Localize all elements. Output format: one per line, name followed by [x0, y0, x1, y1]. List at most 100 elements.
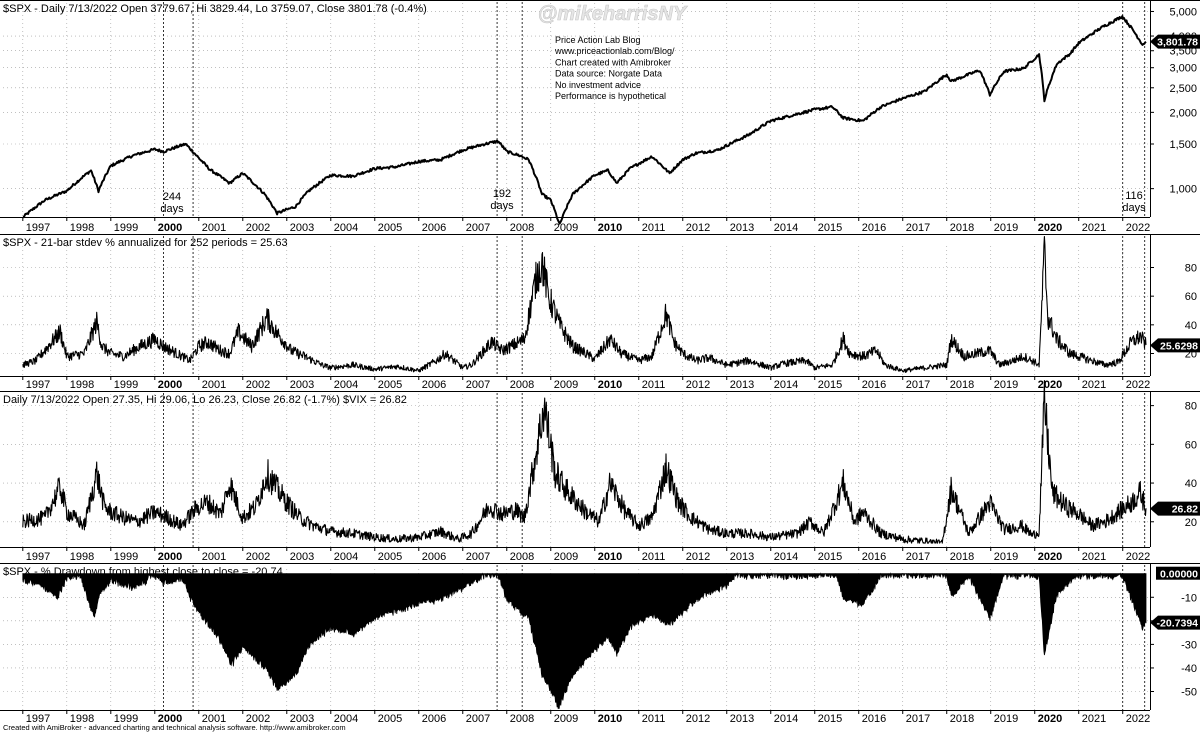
info-line: Performance is hypothetical	[555, 91, 666, 101]
x-tick-label: 2002	[246, 551, 270, 563]
x-tick-label: 2005	[378, 379, 402, 391]
x-tick-label: 2019	[994, 713, 1018, 725]
x-tick-label: 2010	[598, 222, 622, 234]
x-tick-label: 2008	[510, 222, 534, 234]
x-tick-label: 2002	[246, 222, 270, 234]
info-line: Chart created with Amibroker	[555, 57, 671, 67]
y-tick-label: 80	[1185, 263, 1197, 275]
series-line	[22, 235, 1147, 373]
annotation-116-days: days	[1122, 202, 1146, 214]
x-tick-label: 2022	[1126, 713, 1150, 725]
last-value-marker: 25.6298	[1150, 338, 1200, 353]
x-tick-label: 2004	[334, 222, 358, 234]
x-tick-label: 2002	[246, 379, 270, 391]
x-tick-label: 1997	[26, 222, 50, 234]
x-tick-label: 1999	[114, 551, 138, 563]
x-tick-label: 2012	[686, 713, 710, 725]
x-tick-label: 2019	[994, 222, 1018, 234]
x-tick-label: 2009	[554, 222, 578, 234]
y-tick-label: 5,000	[1169, 6, 1197, 18]
x-tick-label: 2015	[818, 379, 842, 391]
x-tick-label: 2020	[1038, 222, 1062, 234]
info-line: Data source: Norgate Data	[555, 69, 662, 79]
x-tick-label: 2013	[730, 222, 754, 234]
x-tick-label: 2005	[378, 551, 402, 563]
x-tick-label: 2010	[598, 713, 622, 725]
x-tick-label: 2013	[730, 713, 754, 725]
pane-title: $SPX - 21-bar stdev % annualized for 252…	[3, 237, 288, 249]
x-tick-label: 1997	[26, 379, 50, 391]
last-value-box	[1150, 34, 1200, 49]
x-tick-label: 2021	[1082, 379, 1106, 391]
y-tick-label: 1,500	[1169, 139, 1197, 151]
x-tick-label: 1999	[114, 379, 138, 391]
series-line	[22, 15, 1147, 225]
x-tick-label: 2015	[818, 222, 842, 234]
y-tick-label: 20	[1185, 517, 1197, 529]
x-tick-label: 2006	[422, 379, 446, 391]
y-tick-label: -30	[1181, 639, 1197, 651]
x-tick-label: 2016	[862, 222, 886, 234]
last-value-box	[1150, 615, 1200, 630]
x-tick-label: 1998	[70, 379, 94, 391]
x-tick-label: 2011	[642, 379, 666, 391]
x-tick-label: 2010	[598, 379, 622, 391]
x-tick-label: 2007	[466, 713, 490, 725]
last-value-marker: 3,801.78	[1150, 34, 1200, 49]
x-tick-label: 2016	[862, 379, 886, 391]
x-tick-label: 2010	[598, 551, 622, 563]
last-value-label: -20.7394	[1157, 618, 1199, 630]
x-tick-label: 2016	[862, 713, 886, 725]
x-tick-label: 1998	[70, 551, 94, 563]
y-tick-label: -40	[1181, 663, 1197, 675]
x-tick-label: 2006	[422, 551, 446, 563]
y-tick-label: 60	[1185, 439, 1197, 451]
pane-4: 1997 1998 1999 2000 2001 2002 2003 2004 2005 2006…	[0, 563, 1200, 725]
x-tick-label: 2018	[950, 713, 974, 725]
pane-2: 1997 1998 1999 2000 2001 2002 2003 2004 2005 2006…	[0, 234, 1200, 391]
last-value-marker: -20.7394	[1150, 615, 1200, 630]
x-tick-label: 2017	[906, 379, 930, 391]
x-tick-label: 2012	[686, 551, 710, 563]
footer-credit: Created with AmiBroker - advanced charti…	[3, 723, 346, 732]
x-tick-label: 2017	[906, 222, 930, 234]
info-line: www.priceactionlab.com/Blog/	[554, 46, 675, 56]
x-tick-label: 1997	[26, 551, 50, 563]
x-tick-label: 2021	[1082, 222, 1106, 234]
zero-value-box	[1156, 566, 1200, 580]
x-tick-label: 2014	[774, 551, 798, 563]
x-tick-label: 2022	[1126, 379, 1150, 391]
last-value-marker: 26.82	[1150, 501, 1200, 516]
x-tick-label: 2013	[730, 379, 754, 391]
pane-title: $SPX - Daily 7/13/2022 Open 3779.67, Hi …	[3, 3, 427, 15]
x-tick-label: 2006	[422, 713, 446, 725]
pane-1: 1997 1998 1999 2000 2001 2002 2003 2004 2005 2006…	[0, 0, 1200, 234]
x-tick-label: 2007	[466, 379, 490, 391]
annotation-116: 116	[1125, 190, 1143, 202]
x-tick-label: 2019	[994, 551, 1018, 563]
x-tick-label: 2021	[1082, 713, 1106, 725]
x-tick-label: 2004	[334, 379, 358, 391]
x-tick-label: 2008	[510, 551, 534, 563]
x-tick-label: 2018	[950, 222, 974, 234]
x-tick-label: 2018	[950, 551, 974, 563]
last-value-box	[1150, 338, 1200, 353]
x-tick-label: 2000	[158, 379, 182, 391]
y-tick-label: 2,000	[1169, 107, 1197, 119]
x-tick-label: 2012	[686, 379, 710, 391]
x-tick-label: 2001	[202, 551, 226, 563]
x-tick-label: 2018	[950, 379, 974, 391]
x-tick-label: 2012	[686, 222, 710, 234]
x-tick-label: 2017	[906, 713, 930, 725]
drawdown-duration-annotations: 244 days 192 days 116 days	[160, 188, 1146, 215]
x-tick-label: 1999	[114, 713, 138, 725]
x-tick-label: 2009	[554, 379, 578, 391]
y-tick-label: 3,500	[1169, 46, 1197, 58]
x-tick-label: 2004	[334, 713, 358, 725]
x-tick-label: 2015	[818, 551, 842, 563]
annotation-244-days: days	[160, 203, 184, 215]
drawdown-area	[22, 572, 1147, 709]
x-tick-label: 2009	[554, 551, 578, 563]
x-tick-label: 1999	[114, 222, 138, 234]
